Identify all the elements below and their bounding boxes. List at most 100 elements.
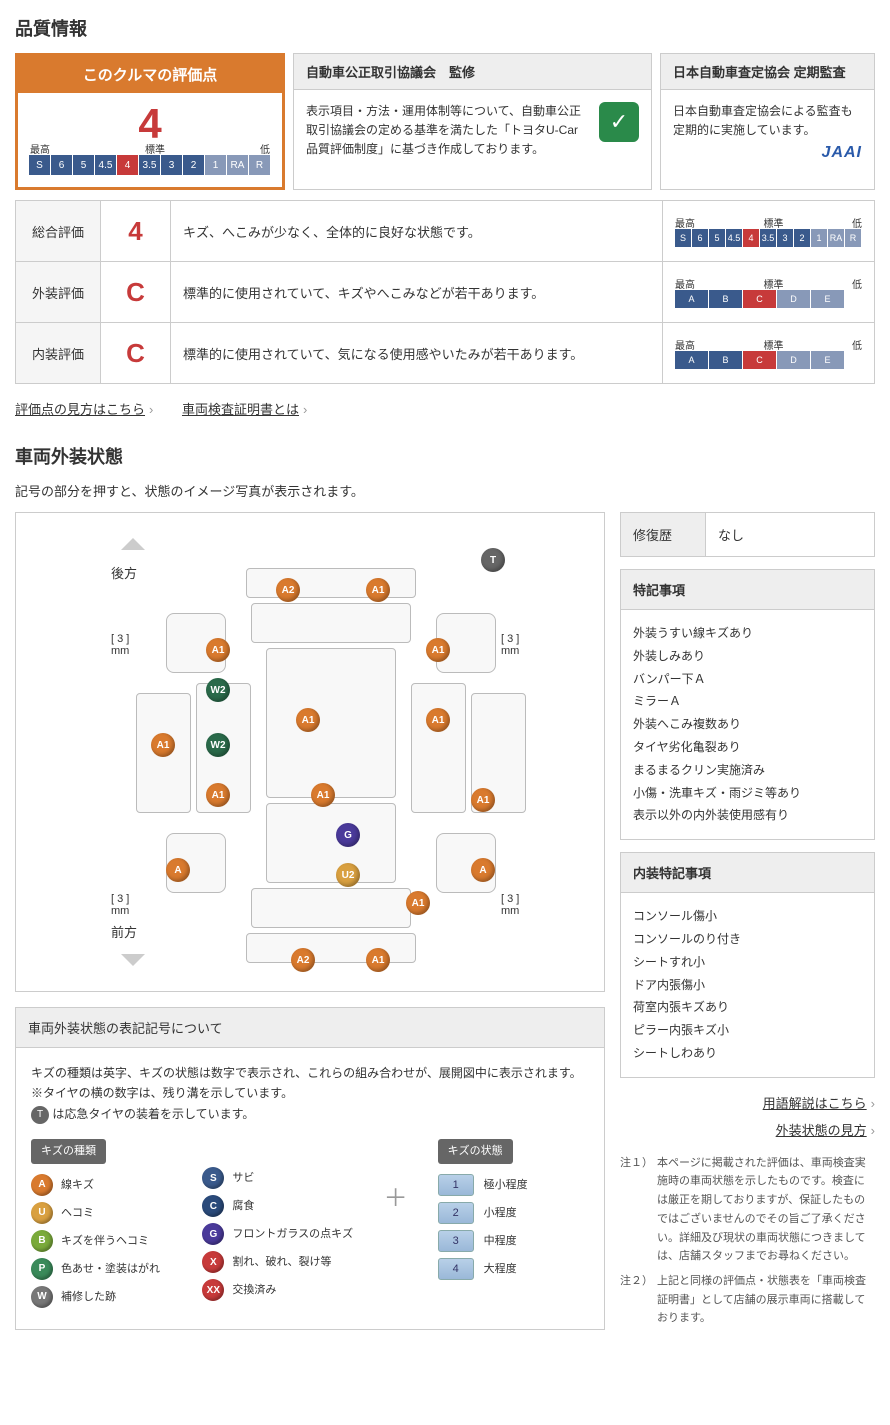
legend-header: 車両外装状態の表記記号について <box>16 1008 604 1048</box>
rear-label: 後方 <box>111 563 137 582</box>
jaai-header: 日本自動車査定協会 定期監査 <box>661 54 874 90</box>
legend-state-item: 4大程度 <box>438 1258 589 1280</box>
car-diagram-box: 後方 前方 [ 3 ]mm [ 3 ]mm <box>15 512 605 992</box>
special-item: バンパー下Ａ <box>633 668 862 691</box>
damage-marker[interactable]: A1 <box>151 733 175 757</box>
damage-marker[interactable]: A <box>471 858 495 882</box>
legend-intro1: キズの種類は英字、キズの状態は数字で表示され、これらの組み合わせが、展開図中に表… <box>31 1063 589 1083</box>
damage-marker[interactable]: U2 <box>336 863 360 887</box>
damage-marker[interactable]: A1 <box>296 708 320 732</box>
notes: 注１）本ページに掲載された評価は、車両検査実施時の車両状態を示したものです。検査… <box>620 1154 875 1328</box>
legend-intro2: ※タイヤの横の数字は、残り溝を示しています。 <box>31 1083 589 1103</box>
legend-type-item: C腐食 <box>202 1195 353 1217</box>
legend-type-item: Gフロントガラスの点キズ <box>202 1223 353 1245</box>
damage-marker[interactable]: A1 <box>471 788 495 812</box>
rating-score: 4 <box>26 103 274 145</box>
interior-special-header: 内装特記事項 <box>621 853 874 893</box>
interior-item: 荷室内張キズあり <box>633 996 862 1019</box>
exterior-title: 車両外装状態 <box>15 443 875 469</box>
legend-state-item: 2小程度 <box>438 1202 589 1224</box>
damage-marker[interactable]: A1 <box>406 891 430 915</box>
inspection-cert-link[interactable]: 車両検査証明書とは <box>182 402 307 417</box>
interior-item: コンソール傷小 <box>633 905 862 928</box>
damage-marker[interactable]: W2 <box>206 678 230 702</box>
rating-header: このクルマの評価点 <box>18 56 282 93</box>
eval-row: 外装評価C標準的に使用されていて、キズやへこみなどが若干あります。最高標準低AB… <box>16 262 875 323</box>
interior-item: コンソールのり付き <box>633 928 862 951</box>
jaai-logo: JAAI <box>673 140 862 166</box>
scale-cell: 2 <box>183 155 205 175</box>
legend-intro3: T は応急タイヤの装着を示しています。 <box>31 1104 589 1124</box>
links-row: 評価点の見方はこちら 車両検査証明書とは <box>15 399 875 418</box>
arrow-up-icon <box>121 538 145 550</box>
scale-cell: 3 <box>161 155 183 175</box>
special-item: 小傷・洗車キズ・雨ジミ等あり <box>633 782 862 805</box>
repair-row: 修復歴 なし <box>620 512 875 557</box>
legend-type-item: Bキズを伴うヘコミ <box>31 1230 182 1252</box>
special-item: タイヤ劣化亀裂あり <box>633 736 862 759</box>
special-item: 外装しみあり <box>633 645 862 668</box>
scale-cell: 4 <box>117 155 139 175</box>
exterior-guide-link[interactable]: 外装状態の見方 <box>620 1120 875 1139</box>
damage-marker[interactable]: A2 <box>276 578 300 602</box>
jaai-box: 日本自動車査定協会 定期監査 日本自動車査定協会による監査も定期的に実施していま… <box>660 53 875 190</box>
fair-trade-box: 自動車公正取引協議会 監修 表示項目・方法・運用体制等について、自動車公正取引協… <box>293 53 652 190</box>
scale-cell: 1 <box>205 155 227 175</box>
legend-type-item: Uヘコミ <box>31 1202 182 1224</box>
damage-marker[interactable]: A1 <box>206 638 230 662</box>
glossary-link[interactable]: 用語解説はこちら <box>620 1093 875 1112</box>
special-item: 外装うすい線キズあり <box>633 622 862 645</box>
legend-type-item: XX交換済み <box>202 1279 353 1301</box>
damage-marker[interactable]: A <box>166 858 190 882</box>
damage-marker[interactable]: T <box>481 548 505 572</box>
damage-marker[interactable]: A1 <box>366 948 390 972</box>
legend-type-item: P色あせ・塗装はがれ <box>31 1258 182 1280</box>
damage-marker[interactable]: A1 <box>366 578 390 602</box>
repair-label: 修復歴 <box>621 513 706 556</box>
scale-cell: RA <box>227 155 249 175</box>
repair-value: なし <box>706 513 756 556</box>
fair-trade-body: 表示項目・方法・運用体制等について、自動車公正取引協議会の定める基準を満たした「… <box>306 102 589 160</box>
interior-special-panel: 内装特記事項 コンソール傷小コンソールのり付きシートすれ小ドア内張傷小荷室内張キ… <box>620 852 875 1078</box>
tire-label: [ 3 ]mm <box>111 633 129 657</box>
tire-label: [ 3 ]mm <box>501 893 519 917</box>
legend-state-item: 3中程度 <box>438 1230 589 1252</box>
quality-title: 品質情報 <box>15 15 875 41</box>
interior-item: シートしわあり <box>633 1042 862 1065</box>
how-to-read-link[interactable]: 評価点の見方はこちら <box>15 402 153 417</box>
rating-scale: 最高 標準 低 S654.543.5321RAR <box>26 155 274 175</box>
damage-marker[interactable]: A1 <box>426 708 450 732</box>
tire-label: [ 3 ]mm <box>501 633 519 657</box>
damage-marker[interactable]: W2 <box>206 733 230 757</box>
damage-marker[interactable]: G <box>336 823 360 847</box>
legend-type-item: Sサビ <box>202 1167 353 1189</box>
special-item: ミラーＡ <box>633 690 862 713</box>
exterior-subtitle: 記号の部分を押すと、状態のイメージ写真が表示されます。 <box>15 481 875 500</box>
type-tag: キズの種類 <box>31 1139 106 1164</box>
legend-state-item: 1極小程度 <box>438 1174 589 1196</box>
special-item: 外装へこみ複数あり <box>633 713 862 736</box>
damage-marker[interactable]: A2 <box>291 948 315 972</box>
state-tag: キズの状態 <box>438 1139 513 1164</box>
damage-marker[interactable]: A1 <box>206 783 230 807</box>
scale-cell: 4.5 <box>95 155 117 175</box>
scale-cell: 3.5 <box>139 155 161 175</box>
front-label: 前方 <box>111 922 137 941</box>
special-item: まるまるクリン実施済み <box>633 759 862 782</box>
fair-trade-header: 自動車公正取引協議会 監修 <box>294 54 651 90</box>
plus-icon: ＋ <box>384 1179 408 1220</box>
special-item: 表示以外の内外装使用感有り <box>633 804 862 827</box>
damage-marker[interactable]: A1 <box>426 638 450 662</box>
cert-icon: ✓ <box>599 102 639 142</box>
eval-row: 内装評価C標準的に使用されていて、気になる使用感やいたみが若干あります。最高標準… <box>16 323 875 384</box>
scale-cell: R <box>249 155 271 175</box>
arrow-down-icon <box>121 954 145 966</box>
special-panel: 特記事項 外装うすい線キズあり外装しみありバンパー下ＡミラーＡ外装へこみ複数あり… <box>620 569 875 840</box>
rating-box: このクルマの評価点 4 最高 標準 低 S654.543.5321RAR <box>15 53 285 190</box>
scale-cell: S <box>29 155 51 175</box>
legend-panel: 車両外装状態の表記記号について キズの種類は英字、キズの状態は数字で表示され、こ… <box>15 1007 605 1330</box>
damage-marker[interactable]: A1 <box>311 783 335 807</box>
interior-item: シートすれ小 <box>633 951 862 974</box>
legend-type-item: W補修した跡 <box>31 1286 182 1308</box>
special-header: 特記事項 <box>621 570 874 610</box>
